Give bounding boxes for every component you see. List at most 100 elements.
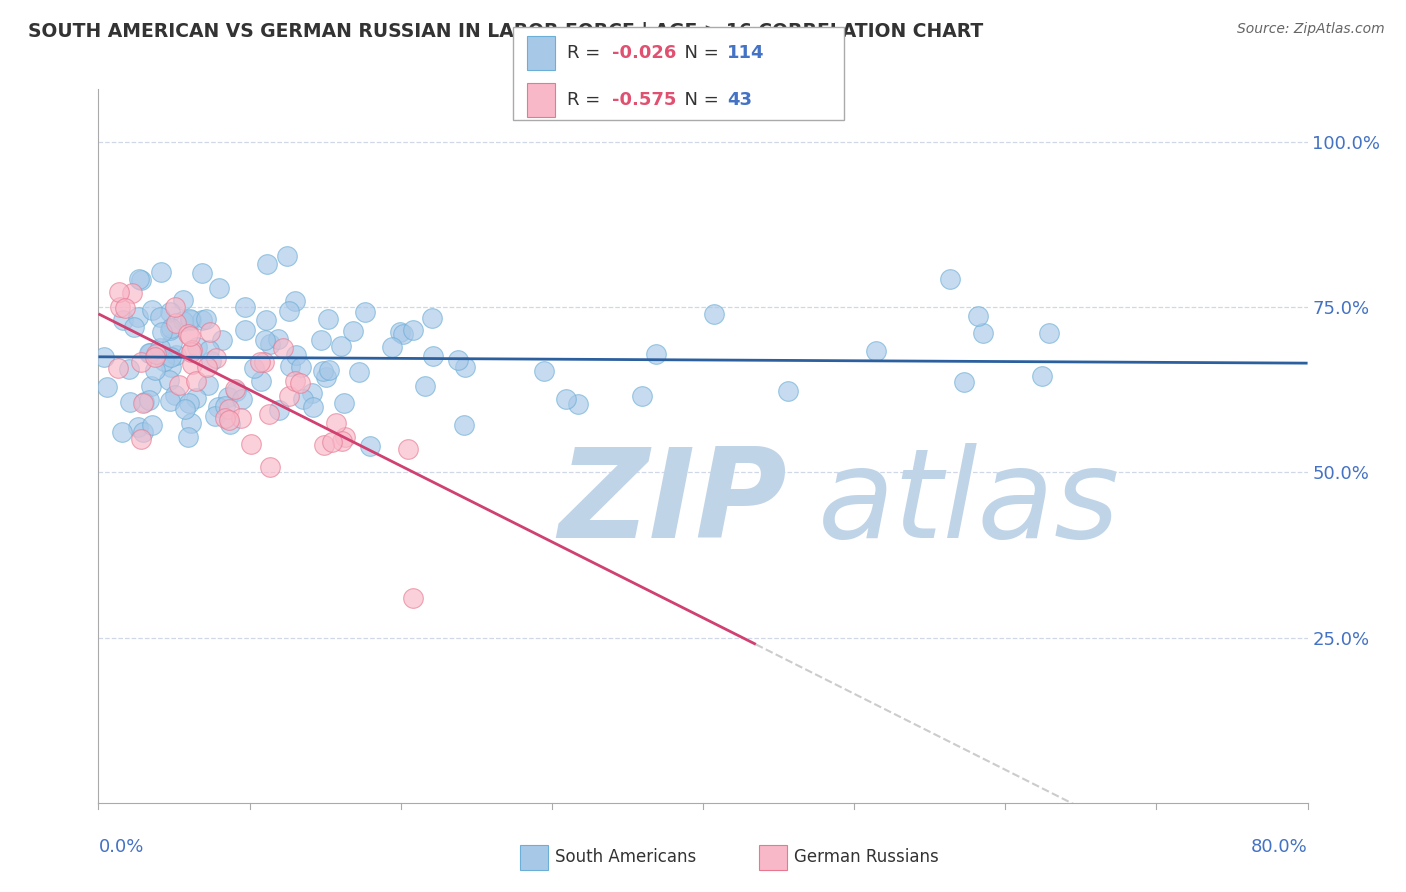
Point	[127, 420, 149, 434]
Text: R =: R =	[567, 44, 606, 62]
Point	[197, 343, 219, 357]
Point	[138, 346, 160, 360]
Point	[243, 360, 266, 375]
Point	[172, 314, 194, 328]
Point	[420, 310, 443, 325]
Point	[177, 396, 200, 410]
Point	[191, 266, 214, 280]
Point	[229, 411, 252, 425]
Point	[159, 323, 181, 337]
Point	[422, 349, 444, 363]
Point	[149, 265, 172, 279]
Point	[453, 360, 475, 375]
Point	[342, 324, 364, 338]
Point	[179, 312, 201, 326]
Point	[219, 417, 242, 431]
Point	[159, 305, 181, 319]
Point	[131, 395, 153, 409]
Point	[966, 309, 988, 323]
Point	[149, 341, 172, 355]
Point	[285, 348, 308, 362]
Point	[291, 392, 314, 407]
Text: -0.026: -0.026	[612, 44, 676, 62]
Text: German Russians: German Russians	[794, 848, 939, 866]
Point	[180, 345, 202, 359]
Point	[214, 399, 236, 413]
Point	[389, 326, 412, 340]
Point	[312, 438, 335, 452]
Point	[554, 392, 576, 407]
Point	[381, 340, 404, 354]
Point	[186, 340, 208, 354]
Point	[276, 249, 298, 263]
Point	[277, 389, 299, 403]
Point	[1031, 368, 1053, 383]
Point	[121, 285, 143, 300]
Point	[165, 301, 187, 315]
Point	[177, 326, 200, 341]
Point	[114, 301, 136, 315]
Point	[149, 310, 172, 325]
Point	[1038, 326, 1060, 340]
Point	[207, 400, 229, 414]
Point	[132, 395, 155, 409]
Text: South Americans: South Americans	[555, 848, 696, 866]
Point	[163, 388, 186, 402]
Point	[120, 394, 142, 409]
Point	[972, 326, 994, 340]
Point	[267, 332, 290, 346]
Point	[402, 323, 425, 337]
Point	[160, 351, 183, 365]
Point	[96, 380, 118, 394]
Point	[139, 346, 162, 360]
Point	[259, 336, 281, 351]
Text: SOUTH AMERICAN VS GERMAN RUSSIAN IN LABOR FORCE | AGE > 16 CORRELATION CHART: SOUTH AMERICAN VS GERMAN RUSSIAN IN LABO…	[28, 22, 983, 42]
Point	[253, 333, 276, 347]
Point	[177, 430, 200, 444]
Point	[197, 378, 219, 392]
Point	[108, 300, 131, 314]
Point	[143, 350, 166, 364]
Point	[165, 348, 187, 362]
Point	[284, 294, 307, 309]
Point	[315, 369, 337, 384]
Point	[108, 285, 131, 300]
Point	[162, 335, 184, 350]
Point	[138, 393, 160, 408]
Point	[181, 343, 204, 357]
Point	[143, 363, 166, 377]
Point	[301, 385, 323, 400]
Point	[157, 373, 180, 387]
Text: N =: N =	[673, 91, 725, 109]
Point	[453, 417, 475, 432]
Point	[354, 305, 377, 319]
Point	[321, 435, 343, 450]
Point	[257, 407, 280, 421]
Point	[181, 357, 204, 371]
Text: ZIP: ZIP	[558, 442, 786, 564]
Point	[413, 379, 436, 393]
Point	[359, 439, 381, 453]
Point	[204, 409, 226, 424]
Point	[179, 329, 201, 343]
Point	[259, 460, 281, 475]
Point	[225, 384, 247, 398]
Point	[233, 323, 256, 337]
Point	[567, 396, 589, 410]
Text: 43: 43	[727, 91, 752, 109]
Point	[402, 591, 425, 606]
Point	[145, 347, 167, 361]
Point	[865, 344, 887, 359]
Point	[288, 376, 311, 390]
Point	[277, 304, 299, 318]
Text: Source: ZipAtlas.com: Source: ZipAtlas.com	[1237, 22, 1385, 37]
Point	[224, 382, 246, 396]
Point	[253, 355, 276, 369]
Text: atlas: atlas	[818, 442, 1121, 564]
Point	[214, 410, 236, 425]
Point	[329, 339, 352, 353]
Point	[150, 325, 173, 339]
Point	[141, 303, 163, 318]
Point	[205, 351, 228, 365]
Text: -0.575: -0.575	[612, 91, 676, 109]
